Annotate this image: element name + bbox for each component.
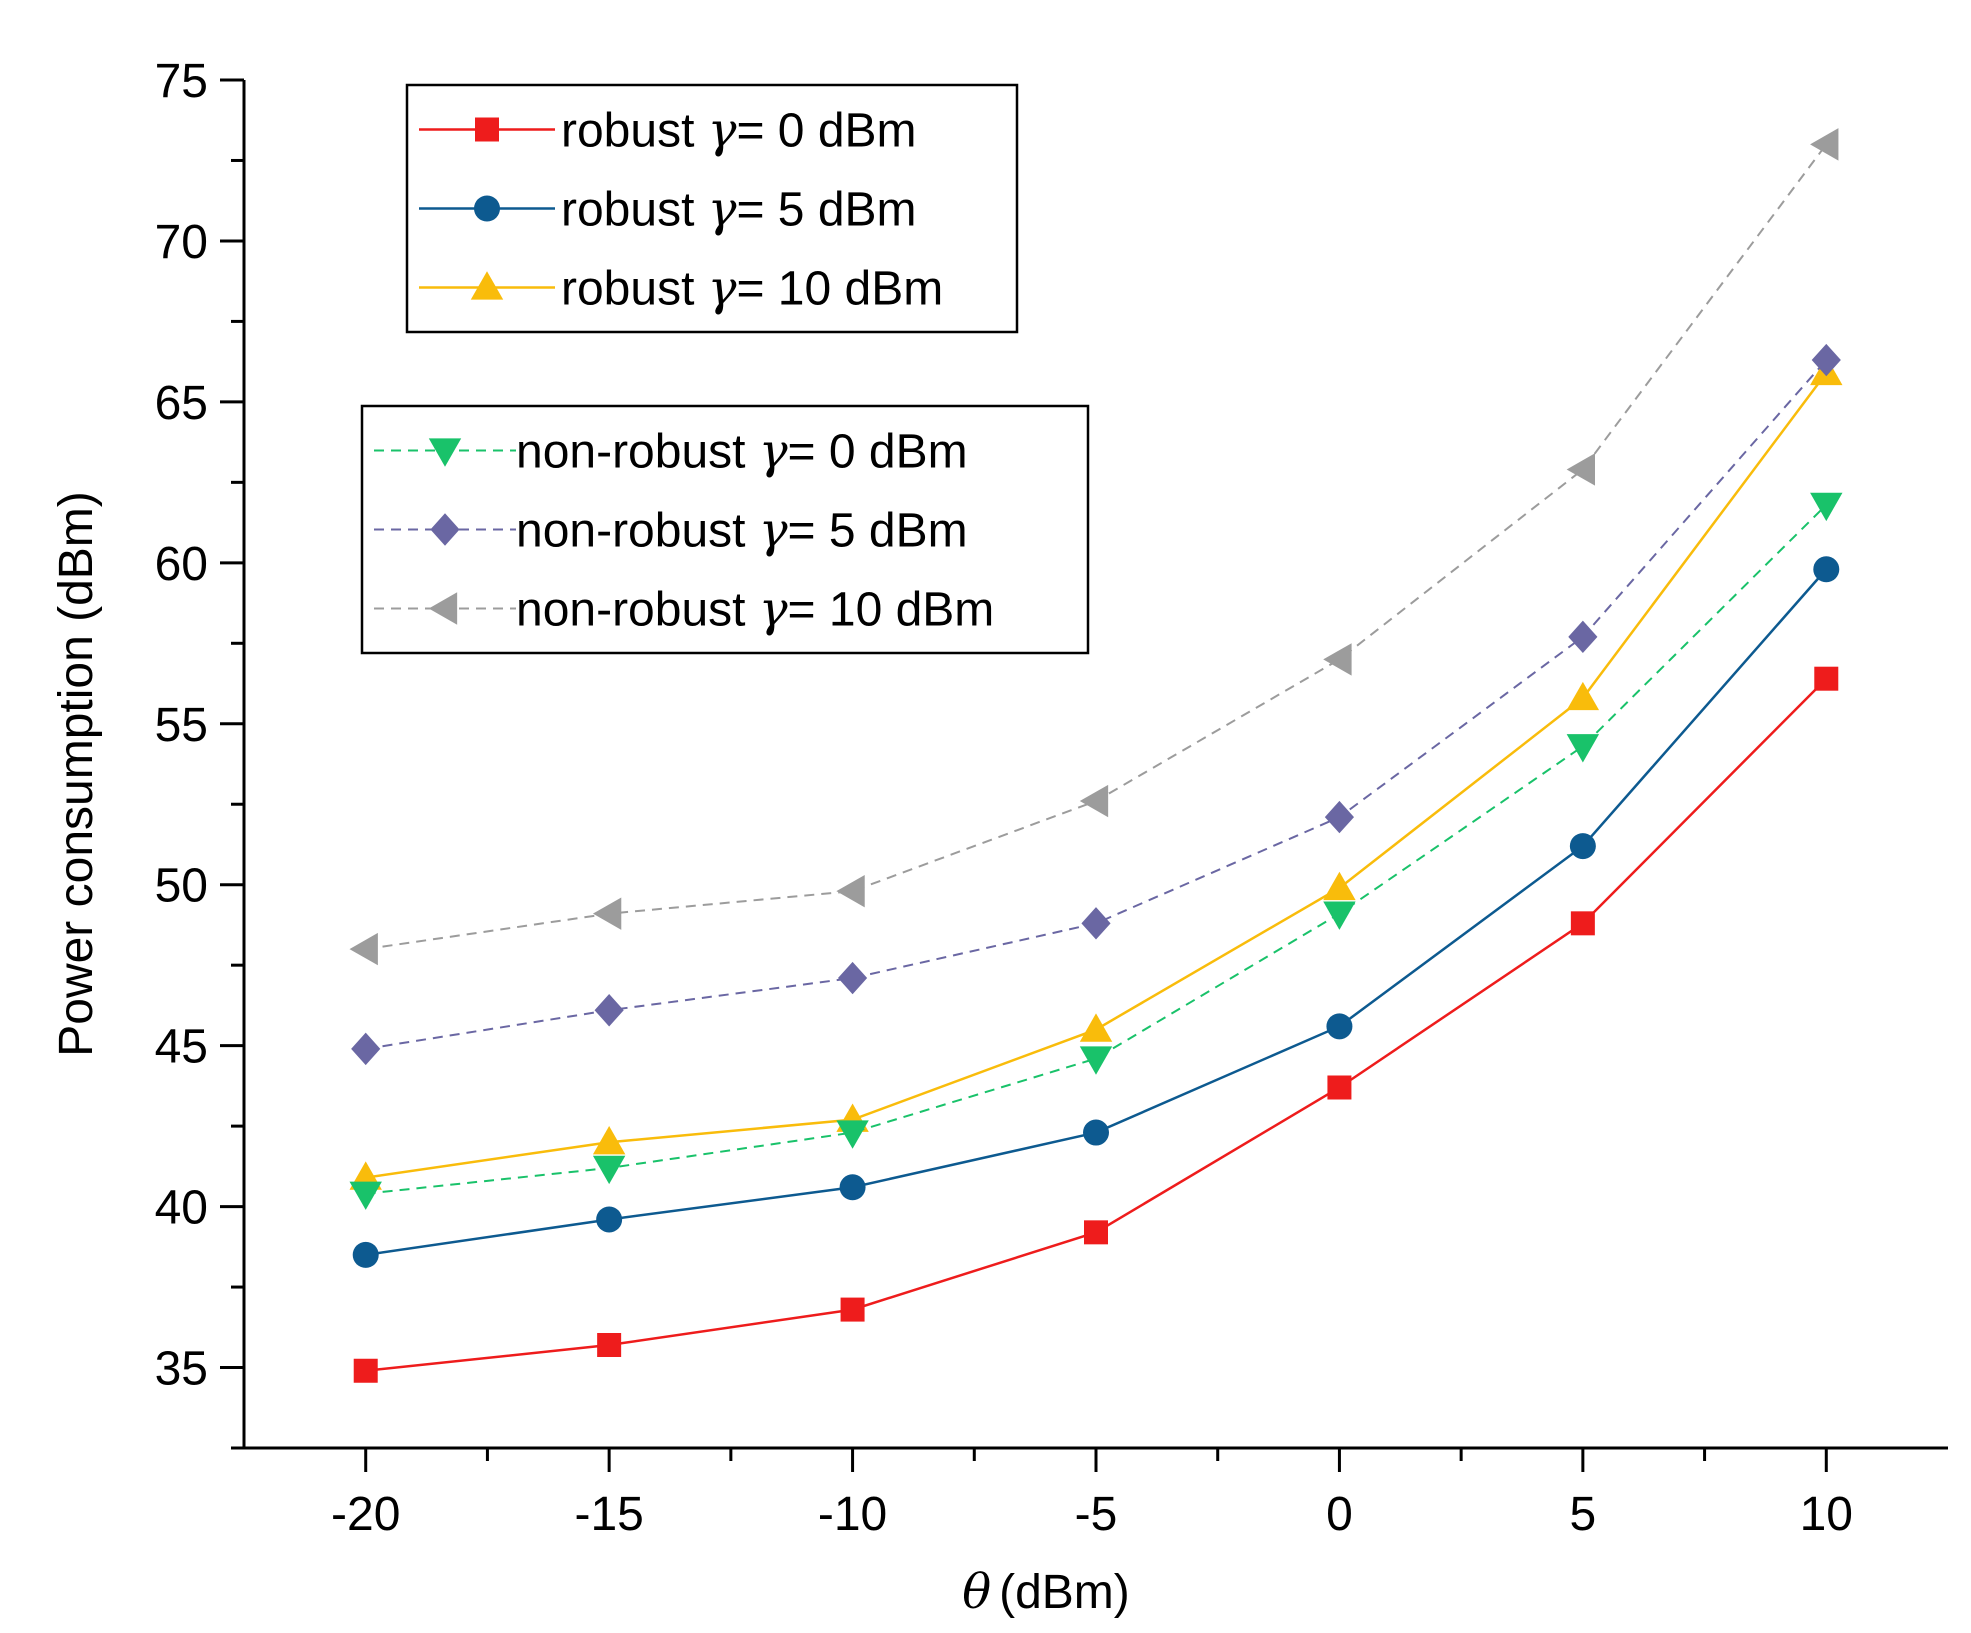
data-point (1083, 1119, 1109, 1146)
data-point (1326, 1013, 1353, 1040)
x-tick-label: -15 (574, 1488, 643, 1541)
legend-label-gamma: γ (759, 424, 788, 480)
data-point (839, 1174, 866, 1201)
data-point (1810, 492, 1843, 522)
legend-label-prefix: robust (561, 105, 708, 158)
x-axis-label-unit: (dBm) (999, 1566, 1130, 1619)
legend-label-suffix: = 10 dBm (736, 263, 943, 316)
data-point (1079, 1013, 1113, 1042)
y-tick-label: 45 (155, 1021, 208, 1074)
legend-label-gamma: γ (759, 582, 788, 638)
data-point (1813, 556, 1840, 583)
legend-label-gamma: γ (708, 103, 737, 159)
series-5 (351, 343, 1841, 1066)
data-point (1079, 1046, 1113, 1075)
series-layer (349, 128, 1843, 1383)
data-point (592, 897, 622, 930)
data-point (840, 1297, 865, 1322)
data-point (594, 994, 624, 1027)
data-point (352, 1241, 379, 1268)
y-tick-label: 70 (155, 216, 208, 269)
x-tick-label: -10 (818, 1488, 887, 1541)
data-point (1811, 343, 1841, 377)
series-1 (353, 666, 1839, 1383)
data-point (837, 961, 868, 995)
legend-label: robust γ= 5 dBm (561, 182, 917, 238)
series-2 (352, 556, 1840, 1268)
legend-label: non-robust γ= 5 dBm (516, 503, 968, 559)
data-point (1084, 1220, 1108, 1245)
data-point (592, 1155, 626, 1185)
legend-label: non-robust γ= 0 dBm (516, 424, 968, 480)
x-tick-label: 10 (1800, 1488, 1853, 1541)
data-point (1323, 871, 1356, 901)
x-tick-label: 5 (1570, 1488, 1597, 1541)
legend-marker (470, 271, 504, 300)
data-point (1568, 620, 1598, 654)
legend-marker (428, 438, 462, 467)
legend-label-suffix: = 10 dBm (788, 584, 995, 637)
data-point (596, 1206, 623, 1233)
data-point (592, 1126, 626, 1155)
data-point (1566, 453, 1596, 486)
y-tick-label: 65 (155, 377, 208, 430)
x-axis-label: θ (dBm) (962, 1564, 1130, 1620)
y-tick-label: 35 (155, 1343, 208, 1396)
data-point (349, 1181, 382, 1210)
x-axis-label-symbol: θ (962, 1564, 991, 1620)
data-point (1569, 833, 1596, 860)
data-point (349, 932, 378, 966)
y-tick-label: 40 (155, 1182, 208, 1235)
legend-label-prefix: non-robust (516, 584, 759, 637)
legend-label-prefix: non-robust (516, 505, 759, 558)
y-tick-label: 75 (155, 55, 208, 108)
legend-label-prefix: robust (561, 184, 708, 237)
legend-label-gamma: γ (708, 182, 737, 238)
data-point (351, 1032, 381, 1066)
legend-marker (474, 195, 500, 222)
legend-label: non-robust γ= 10 dBm (516, 582, 994, 638)
data-point (1814, 666, 1839, 691)
series-4 (349, 492, 1843, 1210)
data-point (836, 1120, 869, 1149)
legend-label-gamma: γ (708, 261, 737, 317)
data-point (1566, 681, 1600, 711)
legend-marker (475, 117, 499, 142)
legend-label-suffix: = 0 dBm (736, 105, 916, 158)
legend-label-prefix: non-robust (516, 426, 759, 479)
data-point (353, 1358, 378, 1383)
y-axis-label: Power consumption (dBm) (50, 491, 103, 1057)
y-tick-label: 60 (155, 538, 208, 591)
data-point (1570, 911, 1595, 936)
data-point (1810, 128, 1839, 161)
series-6 (349, 128, 1839, 966)
legend-label-gamma: γ (759, 503, 788, 559)
legend-marker (428, 592, 458, 625)
data-point (1323, 901, 1356, 930)
data-point (836, 874, 865, 908)
data-point (1323, 643, 1352, 676)
data-point (1081, 907, 1111, 940)
legend-marker (430, 513, 460, 546)
legend-label-prefix: robust (561, 263, 708, 316)
y-tick-label: 55 (155, 699, 208, 752)
legend-label-suffix: = 5 dBm (736, 184, 916, 237)
legend-label: robust γ= 10 dBm (561, 261, 943, 317)
legend-label-suffix: = 0 dBm (788, 426, 968, 479)
data-point (597, 1332, 622, 1357)
data-point (1566, 734, 1600, 763)
axes: 35 40 45 50 55 60 65 70 75 -20 -15 -10 -5 0 5 10 θ (dBm) P… (50, 55, 1948, 1620)
legend-label: robust γ= 0 dBm (561, 103, 917, 159)
legend-label-suffix: = 5 dBm (788, 505, 968, 558)
data-point (1324, 800, 1355, 834)
x-tick-label: 0 (1326, 1488, 1353, 1541)
x-tick-label: -20 (331, 1488, 400, 1541)
x-tick-label: -5 (1075, 1488, 1118, 1541)
data-point (1079, 784, 1109, 818)
data-point (1327, 1075, 1352, 1100)
y-tick-label: 50 (155, 860, 208, 913)
